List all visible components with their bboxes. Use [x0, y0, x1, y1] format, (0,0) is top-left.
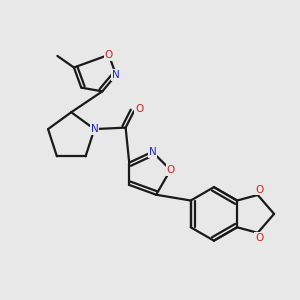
Text: O: O	[255, 233, 263, 243]
Text: N: N	[112, 70, 120, 80]
Text: O: O	[166, 165, 175, 175]
Text: N: N	[148, 147, 156, 157]
Text: O: O	[135, 104, 143, 114]
Text: O: O	[255, 184, 263, 195]
Text: O: O	[105, 50, 113, 60]
Text: N: N	[91, 124, 98, 134]
